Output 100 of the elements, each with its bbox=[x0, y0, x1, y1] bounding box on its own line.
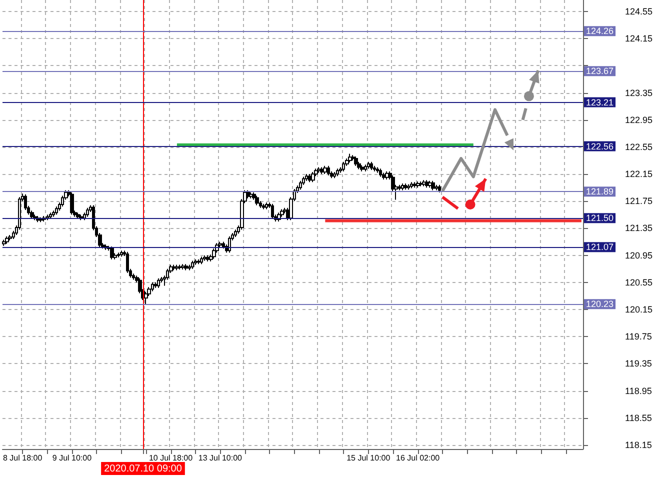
y-tick-label: 120.95 bbox=[625, 250, 653, 260]
candlestick bbox=[222, 241, 225, 250]
candlestick bbox=[336, 168, 339, 177]
candlestick bbox=[333, 172, 336, 179]
candlestick bbox=[367, 161, 370, 170]
candlestick bbox=[327, 165, 330, 176]
candlestick bbox=[382, 172, 386, 180]
candlestick bbox=[30, 210, 34, 220]
x-tick-label: 13 Jul 10:00 bbox=[198, 454, 243, 462]
candlestick bbox=[280, 208, 284, 218]
candlestick bbox=[110, 246, 114, 260]
candlestick bbox=[302, 176, 305, 186]
candlestick bbox=[305, 174, 308, 182]
candlestick bbox=[188, 264, 191, 271]
x-tick-label: 16 Jul 02:00 bbox=[396, 454, 440, 462]
candlestick bbox=[410, 182, 413, 189]
y-tick-label: 118.55 bbox=[625, 412, 652, 423]
candlestick bbox=[360, 164, 364, 172]
candlestick bbox=[157, 278, 160, 288]
candlestick bbox=[117, 252, 120, 258]
candlestick bbox=[70, 192, 74, 216]
candlestick bbox=[33, 214, 37, 221]
y-tick-label: 118.95 bbox=[625, 386, 652, 396]
candlestick bbox=[55, 206, 58, 216]
candlestick bbox=[364, 164, 367, 172]
candlestick bbox=[154, 282, 157, 288]
candlestick bbox=[191, 260, 194, 270]
candlestick bbox=[197, 258, 200, 265]
candlestick bbox=[435, 184, 438, 191]
candlestick bbox=[422, 180, 426, 187]
ref-line-label: 120.23 bbox=[586, 299, 614, 310]
candlestick bbox=[206, 254, 210, 262]
candlestick bbox=[200, 256, 203, 265]
candlestick bbox=[76, 212, 80, 220]
y-tick-label: 123.35 bbox=[625, 88, 653, 98]
candlestick bbox=[438, 184, 441, 193]
candlestick bbox=[181, 264, 185, 270]
y-tick-label: 121.75 bbox=[625, 196, 653, 206]
ref-line-label: 123.67 bbox=[586, 66, 614, 76]
candlestick bbox=[255, 195, 259, 206]
candlestick bbox=[144, 291, 148, 306]
candlestick bbox=[194, 258, 197, 266]
candlestick bbox=[376, 166, 379, 174]
candlestick bbox=[120, 250, 123, 258]
ref-line-label: 124.26 bbox=[586, 26, 614, 36]
candlestick bbox=[413, 182, 416, 188]
candlestick bbox=[299, 180, 302, 190]
candlestick bbox=[49, 212, 52, 220]
candlestick bbox=[404, 183, 407, 190]
candlestick bbox=[234, 229, 237, 238]
candlestick bbox=[203, 254, 206, 262]
candlestick bbox=[46, 214, 49, 221]
candlestick bbox=[342, 161, 345, 172]
y-tick-label: 122.95 bbox=[625, 114, 653, 125]
ref-line-label: 123.21 bbox=[586, 97, 614, 108]
candlestick bbox=[5, 236, 9, 244]
candlestick bbox=[249, 192, 253, 199]
candlestick bbox=[178, 264, 182, 270]
candlestick bbox=[24, 194, 27, 210]
candlestick bbox=[79, 214, 83, 221]
x-tick-label: 10 Jul 18:00 bbox=[148, 454, 194, 462]
ref-line-label: 121.07 bbox=[586, 242, 614, 252]
candlestick bbox=[184, 264, 188, 271]
ref-line-label: 121.50 bbox=[586, 213, 614, 224]
y-tick-label: 120.55 bbox=[625, 277, 653, 288]
y-tick-label: 124.15 bbox=[625, 34, 653, 44]
candlestick bbox=[262, 203, 265, 210]
candlestick bbox=[311, 172, 315, 183]
x-tick-label: 15 Jul 10:00 bbox=[346, 454, 391, 462]
candlestick bbox=[407, 184, 410, 190]
y-tick-label: 122.55 bbox=[625, 142, 653, 152]
candlestick bbox=[151, 282, 154, 292]
y-tick-label: 119.35 bbox=[625, 358, 652, 369]
ref-line-label: 121.89 bbox=[586, 186, 614, 197]
y-tick-label: 124.55 bbox=[625, 6, 653, 17]
x-tick-label: 2020.07.10 09:00 bbox=[104, 464, 182, 474]
candlestick bbox=[416, 180, 420, 188]
y-tick-label: 120.15 bbox=[625, 304, 653, 314]
candlestick bbox=[348, 153, 352, 164]
candlestick bbox=[323, 165, 327, 175]
candlestick bbox=[2, 239, 6, 246]
candlestick bbox=[401, 183, 404, 191]
x-tick-label: 9 Jul 10:00 bbox=[52, 454, 92, 462]
ref-line-label: 122.56 bbox=[586, 141, 614, 152]
candlestick bbox=[373, 165, 376, 172]
candlestick bbox=[86, 207, 89, 218]
candlestick bbox=[419, 180, 423, 187]
y-tick-label: 121.35 bbox=[625, 223, 653, 234]
candlestick bbox=[265, 202, 268, 210]
y-tick-label: 122.15 bbox=[625, 169, 653, 180]
candlestick bbox=[83, 212, 86, 221]
candlestick bbox=[8, 234, 12, 241]
candlestick bbox=[228, 236, 231, 254]
candlestick bbox=[354, 156, 358, 166]
candlestick bbox=[52, 210, 55, 218]
candlestick bbox=[175, 264, 179, 271]
y-tick-label: 118.15 bbox=[625, 440, 652, 450]
candlestick bbox=[370, 161, 373, 170]
candlestick bbox=[379, 168, 382, 178]
candlestick bbox=[132, 273, 135, 280]
